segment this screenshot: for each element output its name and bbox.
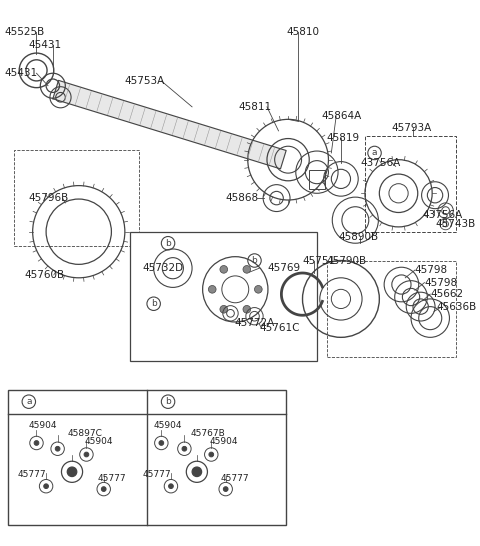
Text: 45904: 45904 xyxy=(29,421,57,430)
Text: 45525B: 45525B xyxy=(5,27,45,37)
Text: 45904: 45904 xyxy=(209,437,238,446)
Circle shape xyxy=(55,447,60,451)
Text: 45798: 45798 xyxy=(424,277,457,288)
Circle shape xyxy=(182,447,187,451)
Circle shape xyxy=(220,265,228,273)
Polygon shape xyxy=(53,80,286,169)
Text: 45761C: 45761C xyxy=(259,323,300,333)
Text: 45777: 45777 xyxy=(98,474,127,483)
Text: 45751: 45751 xyxy=(302,256,336,265)
Text: 45732D: 45732D xyxy=(142,263,183,273)
Circle shape xyxy=(101,486,106,491)
Text: 45897C: 45897C xyxy=(67,429,102,438)
Text: b: b xyxy=(151,299,156,308)
Circle shape xyxy=(223,486,228,491)
Text: a: a xyxy=(372,149,377,157)
Circle shape xyxy=(243,305,251,313)
Text: 45777: 45777 xyxy=(17,470,46,479)
Text: 45890B: 45890B xyxy=(338,233,378,242)
Bar xyxy=(309,170,324,189)
Bar xyxy=(130,232,317,361)
Text: 45796B: 45796B xyxy=(29,193,69,203)
Bar xyxy=(365,135,456,232)
Text: 45753A: 45753A xyxy=(125,76,165,86)
Bar xyxy=(326,260,456,357)
Text: b: b xyxy=(165,239,171,248)
Circle shape xyxy=(84,452,89,457)
Text: 45798: 45798 xyxy=(415,265,448,275)
Text: 45760B: 45760B xyxy=(24,270,64,280)
Text: 45743B: 45743B xyxy=(435,219,475,229)
Text: 45868: 45868 xyxy=(226,193,259,203)
Circle shape xyxy=(254,286,262,293)
Bar xyxy=(8,390,286,525)
Text: 45777: 45777 xyxy=(221,474,250,483)
Text: b: b xyxy=(165,397,171,406)
Text: 45431: 45431 xyxy=(5,68,38,78)
Text: 45777: 45777 xyxy=(142,470,171,479)
Circle shape xyxy=(243,265,251,273)
Bar xyxy=(14,150,139,246)
Text: 45772A: 45772A xyxy=(234,318,275,328)
Text: 45819: 45819 xyxy=(326,133,360,143)
Text: 45864A: 45864A xyxy=(322,111,362,121)
Text: 45662: 45662 xyxy=(430,289,463,299)
Circle shape xyxy=(34,441,39,446)
Text: 45810: 45810 xyxy=(286,27,319,37)
Circle shape xyxy=(44,484,48,489)
Circle shape xyxy=(192,467,202,477)
Circle shape xyxy=(220,305,228,313)
Text: 45811: 45811 xyxy=(238,102,271,112)
Text: 45904: 45904 xyxy=(84,437,113,446)
Text: 43756A: 43756A xyxy=(422,210,463,221)
Circle shape xyxy=(67,467,77,477)
Circle shape xyxy=(168,484,173,489)
Text: 45431: 45431 xyxy=(29,40,62,50)
Text: 45790B: 45790B xyxy=(326,256,367,265)
Text: 45793A: 45793A xyxy=(392,123,432,133)
Text: 43756A: 43756A xyxy=(360,158,400,168)
Text: b: b xyxy=(252,256,257,265)
Circle shape xyxy=(209,452,214,457)
Text: 45767B: 45767B xyxy=(190,429,225,438)
Text: 45636B: 45636B xyxy=(436,301,476,312)
Text: a: a xyxy=(26,397,32,406)
Circle shape xyxy=(208,286,216,293)
Text: 45769: 45769 xyxy=(267,263,300,273)
Circle shape xyxy=(159,441,164,446)
Text: 45904: 45904 xyxy=(154,421,182,430)
